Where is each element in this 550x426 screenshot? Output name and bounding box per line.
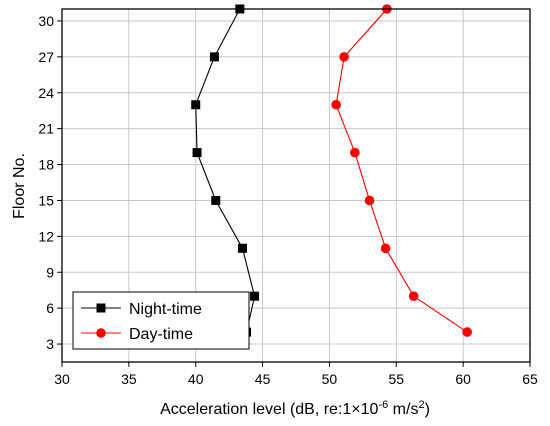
x-tick-label: 65 — [522, 371, 538, 387]
x-tick-label: 60 — [455, 371, 471, 387]
x-tick-label: 55 — [388, 371, 404, 387]
y-tick-label: 12 — [38, 228, 54, 244]
y-tick-label: 3 — [46, 336, 54, 352]
y-tick-label: 6 — [46, 300, 54, 316]
data-point — [462, 327, 472, 337]
data-point — [408, 291, 419, 301]
y-tick-label: 24 — [38, 85, 54, 101]
y-tick-label: 9 — [46, 264, 54, 280]
data-point — [339, 52, 349, 62]
grid-lines — [62, 9, 530, 362]
series-1 — [191, 4, 260, 337]
data-point — [380, 243, 391, 254]
legend-entry: Day-time — [81, 326, 193, 343]
data-point — [211, 195, 221, 205]
x-axis-label: Acceleration level (dB, re:1×10-6 m/s2) — [160, 399, 430, 418]
x-tick-label: 50 — [322, 371, 338, 387]
data-point — [250, 291, 260, 301]
legend-marker — [96, 328, 106, 338]
x-tick-label: 30 — [54, 371, 70, 387]
legend-entry: Night-time — [81, 301, 202, 318]
y-tick-label: 30 — [38, 13, 54, 29]
y-axis-label: Floor No. — [11, 153, 28, 219]
data-point — [191, 100, 201, 110]
y-tick-label: 15 — [38, 192, 54, 208]
legend-box — [72, 291, 250, 350]
x-tick-label: 35 — [121, 371, 137, 387]
legend-label: Day-time — [129, 326, 193, 343]
y-tick-label: 27 — [38, 49, 54, 65]
series-line — [195, 8, 256, 333]
data-point — [364, 195, 375, 206]
y-tick-label: 21 — [38, 121, 54, 137]
series-2 — [331, 4, 472, 337]
data-point — [331, 99, 341, 110]
axis-ticks: 30 35 40 45 50 55 60 65 3 6 9 12 15 18 21 24 27 30 — [38, 13, 538, 387]
legend-marker — [96, 303, 106, 313]
x-tick-label: 40 — [188, 371, 204, 387]
data-point — [192, 148, 202, 158]
data-point — [238, 243, 248, 253]
y-tick-label: 18 — [38, 157, 54, 173]
x-tick-label: 45 — [255, 371, 271, 387]
data-point — [209, 52, 219, 62]
series-layer — [191, 4, 472, 337]
data-point — [350, 147, 360, 158]
plot-frame — [61, 8, 531, 363]
legend-label: Night-time — [129, 301, 202, 318]
series-line — [335, 8, 468, 333]
legend: Night-time Day-time — [72, 291, 250, 350]
